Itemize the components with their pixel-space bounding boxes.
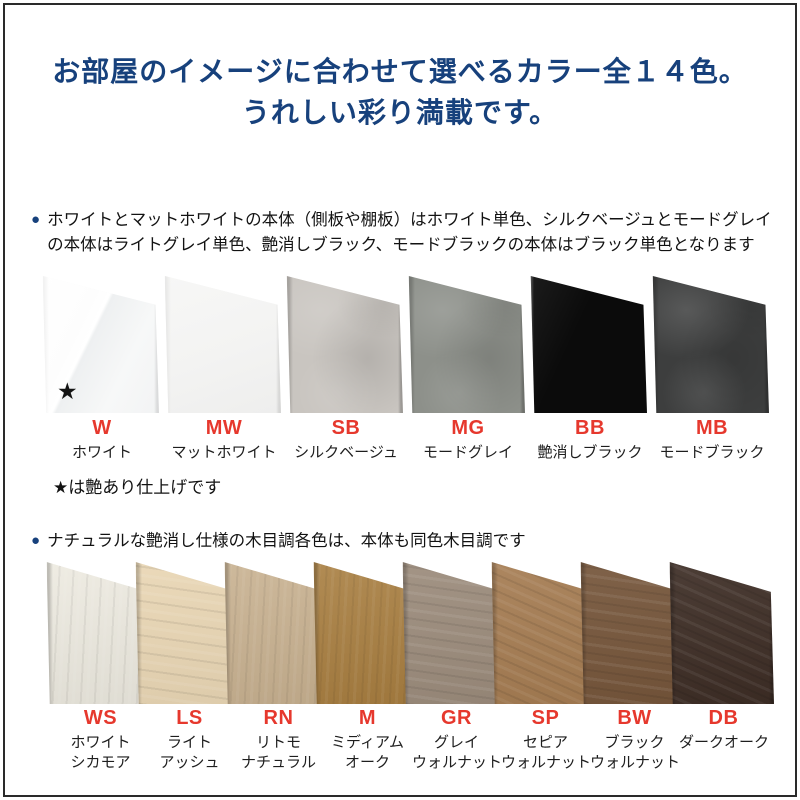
swatch-label-RN: RN リトモ ナチュラル	[234, 707, 323, 774]
solid-colors-description: ● ホワイトとマットホワイトの本体（側板や棚板）はホワイト単色、シルクベージュと…	[31, 208, 777, 258]
swatch-panel-MB	[652, 276, 769, 413]
page-title-line2: うれしい彩り満載です。	[241, 97, 559, 129]
swatch-name: モードグレイ	[422, 444, 513, 461]
page-frame: お部屋のイメージに合わせて選べるカラー全１４色。 うれしい彩り満載です。 ● ホ…	[3, 3, 797, 797]
page-title: お部屋のイメージに合わせて選べるカラー全１４色。 うれしい彩り満載です。	[5, 51, 795, 134]
swatch-name: グレイ ウォルナット	[412, 734, 503, 772]
swatch-panel-RN	[224, 562, 329, 704]
swatch-name: ダークオーク	[679, 734, 770, 751]
swatch-label-SP: SP セピア ウォルナット	[501, 707, 592, 774]
gloss-finish-note: ★は艶あり仕上げです	[53, 478, 222, 497]
swatch-label-GR: GR グレイ ウォルナット	[412, 707, 503, 774]
swatch-label-DB: DB ダークオーク	[679, 707, 770, 774]
swatch-label-MB: MB モードブラック	[651, 417, 773, 463]
swatch-code: BB	[575, 417, 605, 439]
swatch-code: W	[92, 417, 112, 439]
swatch-name: マットホワイト	[171, 444, 277, 461]
woodgrain-description: ● ナチュラルな艶消し仕様の木目調各色は、本体も同色木目調です	[31, 529, 777, 554]
page-content: お部屋のイメージに合わせて選べるカラー全１４色。 うれしい彩り満載です。 ● ホ…	[5, 5, 795, 795]
bullet-icon: ●	[31, 532, 41, 549]
swatch-panel-LS	[135, 562, 240, 704]
swatch-name: モードブラック	[659, 444, 765, 461]
swatch-name: セピア ウォルナット	[501, 734, 592, 772]
swatch-label-LS: LS ライト アッシュ	[145, 707, 234, 774]
swatch-code: MW	[205, 417, 243, 439]
swatch-code: MG	[451, 417, 485, 439]
swatch-panel-MW	[164, 276, 281, 413]
swatch-label-BW: BW ブラック ウォルナット	[590, 707, 681, 774]
swatch-code: LS	[176, 707, 203, 729]
swatch-panel-WS	[46, 562, 151, 704]
swatch-panel-SB	[286, 276, 403, 413]
swatch-name: ホワイト シカモア	[70, 734, 131, 772]
swatch-label-MG: MG モードグレイ	[407, 417, 529, 463]
bullet-icon: ●	[31, 211, 41, 228]
swatch-label-MW: MW マットホワイト	[163, 417, 285, 463]
swatch-panel-BB	[530, 276, 647, 413]
swatch-panel-BW	[580, 562, 685, 704]
woodgrain-label-row: WS ホワイト シカモア LS ライト アッシュ RN リトモ ナチュラル M ミディアム オーク GR…	[56, 707, 770, 774]
swatch-code: GR	[441, 707, 472, 729]
solid-colors-description-text: ホワイトとマットホワイトの本体（側板や棚板）はホワイト単色、シルクベージュとモー…	[47, 211, 772, 254]
swatch-name: ブラック ウォルナット	[590, 734, 681, 772]
gloss-star-icon: ★	[57, 378, 78, 404]
swatch-panel-M	[313, 562, 418, 704]
swatch-name: リトモ ナチュラル	[240, 734, 316, 772]
swatch-panel-MG	[408, 276, 525, 413]
swatch-code: SP	[531, 707, 560, 729]
swatch-panel-GR	[402, 562, 507, 704]
swatch-name: ミディアム オーク	[331, 734, 404, 772]
swatch-code: MB	[695, 417, 729, 439]
swatch-name: ホワイト	[71, 444, 132, 461]
woodgrain-description-text: ナチュラルな艶消し仕様の木目調各色は、本体も同色木目調です	[47, 532, 526, 550]
swatch-label-WS: WS ホワイト シカモア	[56, 707, 145, 774]
swatch-name: 艶消しブラック	[537, 444, 643, 461]
swatch-code: RN	[263, 707, 294, 729]
swatch-name: シルクベージュ	[294, 444, 398, 461]
swatch-name: ライト アッシュ	[159, 734, 220, 772]
swatch-label-M: M ミディアム オーク	[323, 707, 412, 774]
solid-color-label-row: W ホワイト MW マットホワイト SB シルクベージュ MG モードグレイ BB 艶消しブラック…	[41, 417, 773, 463]
page-title-line1: お部屋のイメージに合わせて選べるカラー全１４色。	[52, 56, 748, 87]
swatch-code: BW	[617, 707, 652, 729]
swatch-code: SB	[331, 417, 361, 439]
swatch-panel-W: ★	[42, 276, 159, 413]
swatch-code: DB	[708, 707, 739, 729]
swatch-label-W: W ホワイト	[41, 417, 163, 463]
swatch-code: WS	[83, 707, 118, 729]
swatch-panel-DB	[669, 562, 774, 704]
swatch-label-BB: BB 艶消しブラック	[529, 417, 651, 463]
swatch-label-SB: SB シルクベージュ	[285, 417, 407, 463]
swatch-code: M	[358, 707, 377, 729]
swatch-panel-SP	[491, 562, 596, 704]
